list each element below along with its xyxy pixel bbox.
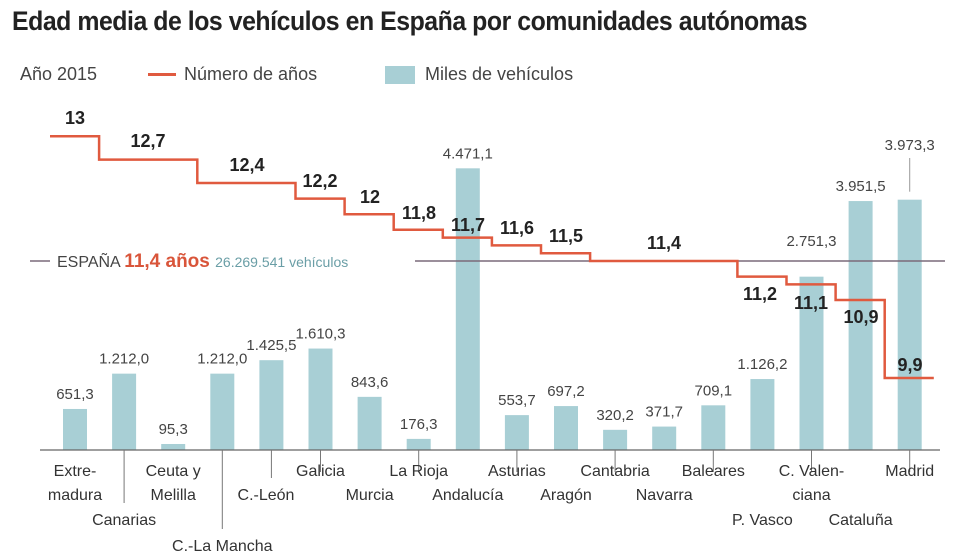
category-label: C. Valen- xyxy=(779,463,845,480)
bar-value-label: 3.973,3 xyxy=(885,137,935,154)
bar xyxy=(652,426,677,450)
category-label: Navarra xyxy=(636,487,693,504)
category-label: La Rioja xyxy=(389,463,448,480)
category-label: Melilla xyxy=(151,487,196,504)
bar xyxy=(750,379,775,450)
category-label: Aragón xyxy=(540,487,592,504)
chart-title: Edad media de los vehículos en España po… xyxy=(12,6,808,36)
legend-year: Año 2015 xyxy=(20,64,98,84)
bar-value-label: 697,2 xyxy=(547,383,585,400)
bar xyxy=(504,415,529,450)
bar-value-label: 651,3 xyxy=(56,386,94,403)
legend-bar-swatch xyxy=(385,65,415,84)
step-line xyxy=(50,134,934,380)
legend-line: Número de años xyxy=(148,64,317,85)
bar xyxy=(308,348,333,450)
bar-value-label: 176,3 xyxy=(400,416,438,433)
bar-value-label: 371,7 xyxy=(645,404,683,421)
bar-value-label: 2.751,3 xyxy=(786,233,836,250)
line-value-label: 10,9 xyxy=(843,307,878,327)
category-label: Baleares xyxy=(682,463,745,480)
category-label: Canarias xyxy=(92,512,156,529)
bar-value-label: 1.212,0 xyxy=(197,351,247,368)
legend-line-swatch xyxy=(148,73,176,76)
bar-value-label: 320,2 xyxy=(596,407,634,424)
bar xyxy=(603,429,628,450)
bar xyxy=(357,396,382,450)
line-value-label: 11,4 xyxy=(647,233,681,253)
line-value-label: 13 xyxy=(65,108,85,128)
bar-value-label: 3.951,5 xyxy=(836,178,886,195)
line-value-label: 11,5 xyxy=(549,226,583,246)
bar xyxy=(848,201,873,450)
line-value-label: 12,7 xyxy=(130,131,165,151)
line-value-label: 11,6 xyxy=(500,218,534,238)
bar-value-label: 709,1 xyxy=(695,382,733,399)
category-label: Cantabria xyxy=(580,463,649,480)
category-label: Madrid xyxy=(885,463,934,480)
category-label: P. Vasco xyxy=(732,512,793,529)
legend-line-label: Número de años xyxy=(184,64,318,84)
bar-value-label: 1.610,3 xyxy=(295,326,345,343)
bar xyxy=(799,276,824,450)
bar xyxy=(897,199,922,450)
line-value-label: 12 xyxy=(360,187,380,207)
category-label: C.-León xyxy=(238,487,295,504)
bar xyxy=(259,360,284,450)
bar-value-label: 1.126,2 xyxy=(737,356,787,373)
line-value-label: 12,2 xyxy=(302,171,337,191)
bar xyxy=(455,168,480,451)
bar-value-label: 4.471,1 xyxy=(443,145,493,162)
line-value-label: 12,4 xyxy=(229,155,264,175)
category-label: C.-La Mancha xyxy=(172,538,273,555)
line-value-label: 11,1 xyxy=(794,293,828,313)
bar-value-label: 95,3 xyxy=(159,421,188,438)
reference-label: ESPAÑA 11,4 años 26.269.541 vehículos xyxy=(57,251,348,272)
bar xyxy=(406,438,431,450)
category-label: madura xyxy=(48,487,102,504)
bar xyxy=(161,443,186,450)
category-label: Asturias xyxy=(488,463,546,480)
bar xyxy=(210,373,235,450)
bar-value-label: 553,7 xyxy=(498,392,536,409)
bar xyxy=(63,408,87,450)
line-value-label: 11,7 xyxy=(451,215,485,235)
bar xyxy=(554,406,578,450)
category-label: Ceuta y xyxy=(146,463,201,480)
category-label: Murcia xyxy=(346,487,394,504)
bar-value-label: 1.425,5 xyxy=(246,337,296,354)
bar-value-label: 843,6 xyxy=(351,374,389,391)
category-label: Galicia xyxy=(296,463,345,480)
category-label: Cataluña xyxy=(829,512,893,529)
line-value-label: 9,9 xyxy=(897,355,922,375)
line-value-label: 11,2 xyxy=(743,284,777,304)
category-label: Extre- xyxy=(54,463,97,480)
bar-value-label: 1.212,0 xyxy=(99,351,149,368)
category-label: Andalucía xyxy=(432,487,503,504)
category-label: ciana xyxy=(792,487,830,504)
legend-bar: Miles de vehículos xyxy=(385,64,573,85)
bar xyxy=(701,405,726,450)
bar xyxy=(112,373,137,450)
legend-bar-label: Miles de vehículos xyxy=(425,64,574,84)
line-value-label: 11,8 xyxy=(402,203,436,223)
